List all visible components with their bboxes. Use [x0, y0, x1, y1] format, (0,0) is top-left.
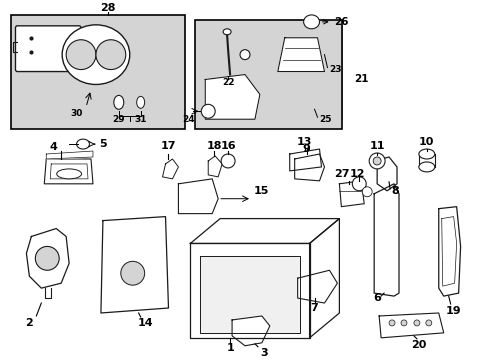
- Text: 28: 28: [100, 3, 115, 13]
- Ellipse shape: [223, 29, 231, 35]
- Circle shape: [351, 177, 366, 191]
- Polygon shape: [200, 256, 299, 333]
- Circle shape: [368, 153, 385, 169]
- Text: 25: 25: [319, 115, 331, 124]
- Ellipse shape: [62, 25, 129, 85]
- Text: 16: 16: [220, 141, 235, 151]
- Circle shape: [400, 320, 406, 326]
- Circle shape: [240, 50, 249, 60]
- Ellipse shape: [96, 40, 125, 69]
- Circle shape: [388, 320, 394, 326]
- Polygon shape: [438, 207, 460, 296]
- Text: 15: 15: [253, 186, 269, 196]
- Polygon shape: [289, 149, 321, 171]
- Text: 5: 5: [99, 139, 106, 149]
- Text: 2: 2: [25, 318, 33, 328]
- Polygon shape: [232, 316, 269, 346]
- Polygon shape: [373, 157, 396, 191]
- Ellipse shape: [303, 15, 319, 29]
- Ellipse shape: [77, 139, 89, 149]
- Polygon shape: [205, 75, 259, 119]
- Text: 22: 22: [222, 77, 234, 86]
- Polygon shape: [101, 217, 168, 313]
- Polygon shape: [162, 159, 178, 179]
- Polygon shape: [46, 151, 93, 159]
- Polygon shape: [208, 156, 222, 177]
- Ellipse shape: [418, 162, 434, 172]
- Polygon shape: [339, 181, 364, 207]
- Text: 26: 26: [322, 17, 348, 27]
- Polygon shape: [190, 243, 309, 338]
- Text: 7: 7: [310, 303, 318, 313]
- Polygon shape: [373, 184, 398, 296]
- Polygon shape: [277, 38, 324, 72]
- Circle shape: [221, 154, 235, 168]
- Circle shape: [121, 261, 144, 285]
- Circle shape: [425, 320, 431, 326]
- Polygon shape: [294, 154, 324, 181]
- Text: 6: 6: [372, 293, 380, 303]
- Bar: [195, 20, 342, 129]
- Ellipse shape: [114, 95, 123, 109]
- Text: 12: 12: [349, 169, 364, 179]
- Text: 18: 18: [206, 141, 222, 151]
- Circle shape: [362, 187, 371, 197]
- Text: 27: 27: [333, 169, 348, 179]
- Ellipse shape: [66, 40, 96, 69]
- Text: 4: 4: [49, 142, 57, 152]
- Ellipse shape: [137, 96, 144, 108]
- Circle shape: [35, 246, 59, 270]
- Text: 9: 9: [302, 144, 310, 154]
- Polygon shape: [26, 229, 69, 288]
- Text: 31: 31: [134, 115, 146, 124]
- Text: 11: 11: [368, 141, 384, 151]
- Text: 20: 20: [410, 340, 426, 350]
- Text: 1: 1: [226, 343, 233, 353]
- Text: 29: 29: [112, 115, 125, 124]
- Ellipse shape: [57, 169, 81, 179]
- Polygon shape: [44, 159, 93, 184]
- Circle shape: [201, 104, 215, 118]
- Ellipse shape: [418, 149, 434, 159]
- Bar: [12, 15, 185, 129]
- Text: 17: 17: [161, 141, 176, 151]
- Circle shape: [413, 320, 419, 326]
- Text: 21: 21: [354, 75, 368, 85]
- Text: 10: 10: [418, 137, 434, 147]
- FancyBboxPatch shape: [16, 26, 81, 72]
- Text: 13: 13: [296, 137, 312, 147]
- Circle shape: [372, 157, 380, 165]
- Text: 30: 30: [70, 109, 82, 118]
- Text: 19: 19: [445, 306, 461, 316]
- Polygon shape: [190, 219, 339, 243]
- Text: 23: 23: [329, 65, 341, 74]
- Text: 8: 8: [390, 186, 398, 196]
- Polygon shape: [309, 219, 339, 338]
- Polygon shape: [378, 313, 443, 338]
- Polygon shape: [297, 270, 337, 303]
- Text: 14: 14: [138, 318, 153, 328]
- Text: 3: 3: [259, 348, 267, 358]
- Polygon shape: [178, 179, 218, 213]
- Text: 24: 24: [183, 115, 195, 124]
